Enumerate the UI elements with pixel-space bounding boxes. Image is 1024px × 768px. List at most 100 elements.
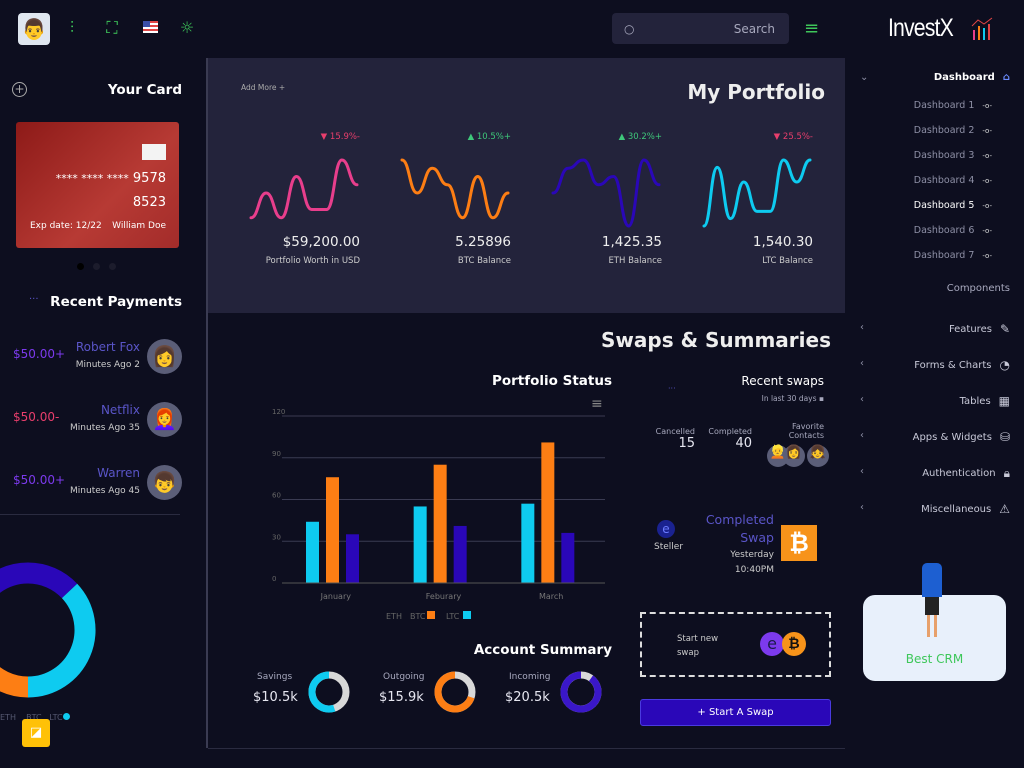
start-swap-button[interactable]: + Start A Swap <box>640 699 831 726</box>
bar-eth <box>453 525 467 583</box>
stellar-icon: e <box>657 520 675 538</box>
portfolio-label: LTC Balance <box>762 256 813 266</box>
account-label: Outgoing <box>383 672 425 682</box>
payments-more-icon[interactable]: ··· <box>29 294 39 305</box>
sidebar-item-dashboard-4[interactable]: Dashboard 4 -o- <box>913 175 992 186</box>
portfolio-status-chart: 0 30 60 90 120 January Feburary March ETH BTC LTC <box>272 408 605 621</box>
swaps-more-icon[interactable]: ··· <box>668 384 676 393</box>
payment-item[interactable]: $50.00+ Robert Fox Minutes Ago 2 👩 <box>0 339 190 379</box>
search-input[interactable]: ○ Search <box>612 13 789 44</box>
card-carousel-dots[interactable] <box>77 263 116 270</box>
sliders-icon[interactable]: ⫶ <box>69 18 74 37</box>
legend-entry: BTC <box>410 612 426 621</box>
sidebar-item-dashboard-6[interactable]: Dashboard 6 -o- <box>913 225 992 236</box>
payment-amount: $50.00- <box>13 410 60 424</box>
chevron-left-icon[interactable]: ‹ <box>860 502 864 513</box>
account-donut <box>308 671 350 713</box>
recent-swaps-title: Recent swaps <box>741 374 824 388</box>
payment-avatar: 👦 <box>147 465 182 500</box>
hamburger-icon[interactable]: ≡ <box>804 18 820 39</box>
best-crm-promo[interactable]: Best CRM <box>863 595 1006 681</box>
account-item[interactable]: Savings $10.5k <box>253 670 363 715</box>
lock-icon: 🔒︎ <box>1003 466 1010 480</box>
dot-icon: -o- <box>982 126 992 135</box>
sidebar-item-dashboard-7[interactable]: Dashboard 7 -o- <box>913 250 992 261</box>
sidebar-item-dashboard-3[interactable]: Dashboard 3 -o- <box>913 150 992 161</box>
sun-icon[interactable]: ☼ <box>179 18 195 37</box>
user-avatar[interactable]: 👨 <box>18 13 50 45</box>
portfolio-item[interactable]: ▲ 10.5%+ 5.25896 BTC Balance <box>399 130 511 270</box>
legend-entry: ETH <box>386 612 402 621</box>
sidebar-item-authentication[interactable]: Authentication 🔒︎ <box>922 466 1010 480</box>
sidebar-item-forms-charts[interactable]: Forms & Charts ◔ <box>914 358 1010 372</box>
payment-amount: $50.00+ <box>13 347 66 361</box>
sidebar-item-apps-widgets[interactable]: Apps & Widgets ⛁ <box>912 430 1010 444</box>
swap-from-label: Steller <box>654 542 684 552</box>
portfolio-item[interactable]: ▲ 30.2%+ 1,425.35 ETH Balance <box>550 130 662 270</box>
add-more-link[interactable]: Add More + <box>241 83 286 92</box>
sidebar-item-miscellaneous[interactable]: Miscellaneous ⚠ <box>921 502 1010 516</box>
portfolio-value: 1,540.30 <box>752 234 813 250</box>
cancelled-count: 15 <box>678 436 695 451</box>
sidebar-item-dashboard[interactable]: Dashboard ⌂ <box>933 72 1010 83</box>
divider <box>0 514 180 515</box>
sidebar-item-dashboard-5[interactable]: Dashboard 5 -o- <box>913 200 992 211</box>
donut-segment <box>434 671 475 713</box>
dot-icon: -o- <box>982 251 992 260</box>
chat-widget-button[interactable]: ◪ <box>22 719 50 747</box>
chevron-left-icon[interactable]: ‹ <box>860 466 864 477</box>
start-new-swap-box[interactable]: Start new swap e ₿ <box>640 612 831 677</box>
account-label: Savings <box>257 672 293 682</box>
chart-menu-icon[interactable]: ≡ <box>591 396 603 412</box>
us-flag-icon[interactable] <box>143 21 158 33</box>
left-donut-legend: ETH BTC LTC <box>0 713 70 722</box>
left-donut-chart <box>0 562 96 698</box>
chevron-left-icon[interactable]: ‹ <box>860 322 864 333</box>
brand-logo: InvestX <box>888 14 954 42</box>
account-item[interactable]: Outgoing $15.9k <box>379 670 489 715</box>
x-tick-label: Feburary <box>426 592 462 601</box>
home-icon: ⌂ <box>1002 72 1010 83</box>
portfolio-item[interactable]: ▼ 15.9%- $59,200.00 Portfolio Worth in U… <box>248 130 360 270</box>
credit-card[interactable]: **** **** **** 9578 8523 Exp date: 12/22… <box>16 122 179 248</box>
dot-icon: -o- <box>982 201 992 210</box>
sidebar-item-tables[interactable]: Tables ▦ <box>959 394 1010 408</box>
chevron-down-icon[interactable]: ⌄ <box>860 72 869 83</box>
change-badge: ▲ 10.5%+ <box>467 132 511 142</box>
bar-ltc <box>306 521 319 583</box>
y-tick-label: 0 <box>272 575 276 583</box>
sidebar-section-components: Components <box>946 283 1010 294</box>
payment-item[interactable]: $50.00+ Warren Minutes Ago 45 👦 <box>0 465 190 505</box>
bar-eth <box>561 532 575 583</box>
chevron-left-icon[interactable]: ‹ <box>860 394 864 405</box>
chevron-left-icon[interactable]: ‹ <box>860 430 864 441</box>
bar-btc <box>541 442 555 583</box>
payment-avatar: 👩 <box>147 339 182 374</box>
account-donut <box>560 671 602 713</box>
sidebar-item-dashboard-2[interactable]: Dashboard 2 -o- <box>913 125 992 136</box>
favorite-contacts[interactable]: 👱 👩 👧 <box>767 445 829 467</box>
y-tick-label: 90 <box>272 450 281 458</box>
portfolio-item[interactable]: ▼ 25.5%- 1,540.30 LTC Balance <box>701 130 813 270</box>
stellar-icon: e <box>760 632 784 656</box>
fullscreen-icon[interactable]: ⛶ <box>106 18 118 37</box>
sidebar-item-features[interactable]: Features ✎ <box>948 322 1010 336</box>
pie-chart-icon: ◔ <box>999 358 1010 372</box>
add-card-icon[interactable]: + <box>12 82 27 97</box>
completed-swap-title: Completed Swap <box>705 512 774 545</box>
payments-title: Recent Payments <box>50 294 182 310</box>
payment-item[interactable]: $50.00- Netflix Minutes Ago 35 👩‍🦰 <box>0 402 190 442</box>
portfolio-label: BTC Balance <box>457 256 511 266</box>
completed-count: 40 <box>735 436 752 451</box>
search-icon: ○ <box>624 21 635 36</box>
account-item[interactable]: Incoming $20.5k <box>505 670 615 715</box>
cancelled-label: Cancelled <box>655 427 695 436</box>
sidebar-item-dashboard-1[interactable]: Dashboard 1 -o- <box>913 100 992 111</box>
card-brand-icon <box>142 144 166 160</box>
portfolio-title: My Portfolio <box>687 80 825 104</box>
payment-time: Minutes Ago 2 <box>75 360 140 370</box>
donut-segment <box>0 667 29 698</box>
recent-swaps-subtitle: In last 30 days ▪ <box>761 394 824 403</box>
chevron-left-icon[interactable]: ‹ <box>860 358 864 369</box>
database-icon: ⛁ <box>999 430 1010 444</box>
